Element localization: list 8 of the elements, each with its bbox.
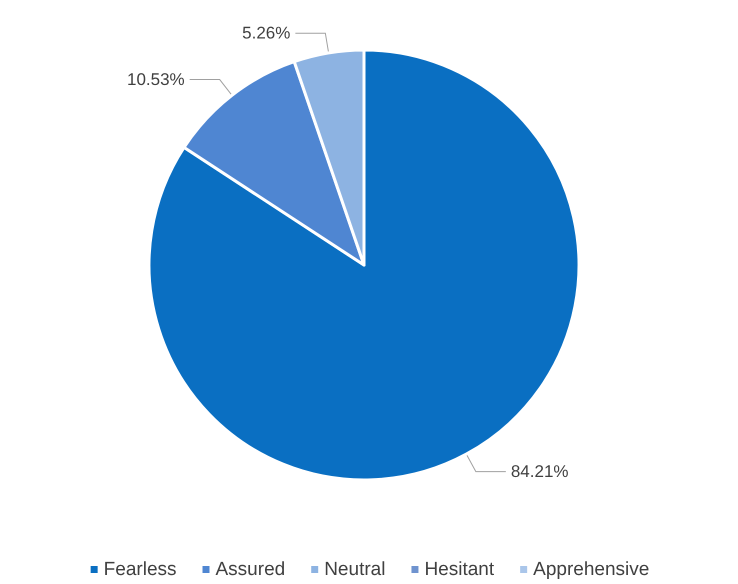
- legend-label: Fearless: [104, 559, 177, 580]
- legend-label: Assured: [216, 559, 286, 580]
- legend-label: Apprehensive: [533, 559, 650, 580]
- data-label: 84.21%: [510, 462, 569, 482]
- data-label: 10.53%: [127, 70, 185, 90]
- legend-label: Neutral: [324, 559, 386, 580]
- data-label: 5.26%: [242, 24, 290, 43]
- legend-label: Hesitant: [424, 559, 495, 580]
